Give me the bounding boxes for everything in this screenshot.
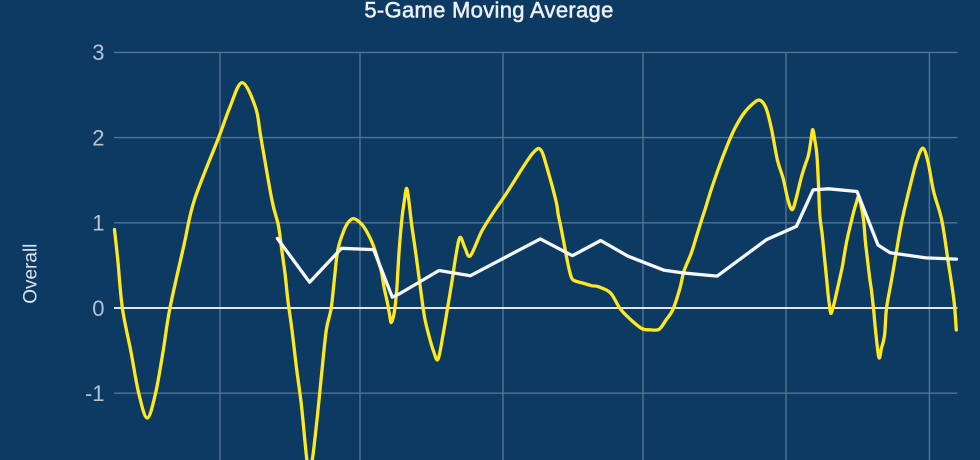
svg-text:5-Game Moving Average: 5-Game Moving Average [364, 0, 613, 23]
svg-text:-1: -1 [85, 381, 105, 406]
svg-text:2: 2 [92, 125, 104, 150]
svg-text:3: 3 [92, 40, 104, 65]
svg-text:Overall: Overall [21, 244, 42, 304]
svg-text:0: 0 [92, 296, 104, 321]
svg-text:1: 1 [92, 211, 104, 236]
